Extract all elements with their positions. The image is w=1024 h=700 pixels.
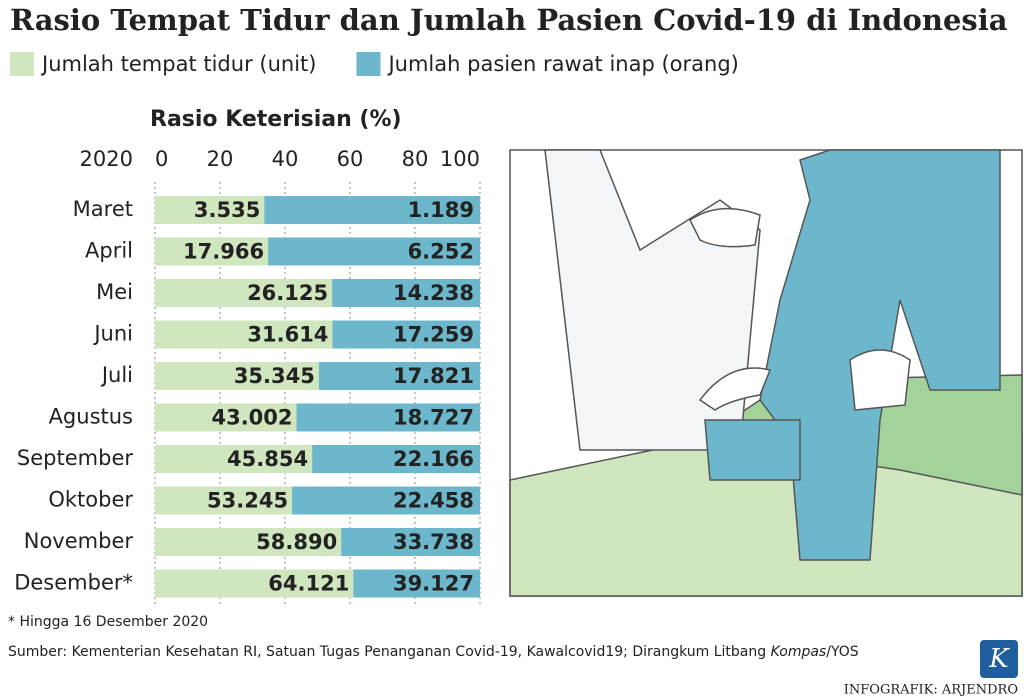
footnote: * Hingga 16 Desember 2020 <box>8 614 208 630</box>
bar-occupied <box>155 320 333 349</box>
bar-occupied <box>155 569 354 598</box>
source-text: Kompas <box>771 644 827 660</box>
bar-remaining <box>312 445 480 473</box>
bar-occupied <box>155 362 319 390</box>
value-label: 17.966 <box>183 240 264 264</box>
value-label: 17.259 <box>393 323 474 347</box>
value-label: 64.121 <box>268 572 349 596</box>
x-tick-label: 20 <box>207 147 234 171</box>
source: Sumber: Kementerian Kesehatan RI, Satuan… <box>8 644 859 660</box>
legend-label: Jumlah tempat tidur (unit) <box>40 52 316 76</box>
category-label: April <box>85 239 133 263</box>
legend-swatch <box>356 52 381 76</box>
bar-remaining <box>292 486 480 515</box>
legend-label: Jumlah pasien rawat inap (orang) <box>386 52 738 76</box>
bar-occupied <box>155 279 333 307</box>
value-label: 22.166 <box>393 447 474 471</box>
value-label: 17.821 <box>393 364 474 388</box>
category-label: November <box>24 529 134 553</box>
bar-remaining <box>296 403 480 432</box>
value-label: 39.127 <box>393 572 474 596</box>
x-tick-label: 40 <box>272 147 299 171</box>
value-label: 53.245 <box>207 489 288 513</box>
bar-occupied <box>155 486 293 515</box>
bar-remaining <box>268 237 480 266</box>
value-label: 18.727 <box>393 406 474 430</box>
value-label: 35.345 <box>234 364 315 388</box>
x-tick-label: 100 <box>440 147 480 171</box>
value-label: 22.458 <box>393 489 474 513</box>
bar-remaining <box>332 320 480 349</box>
x-tick-label: 0 <box>155 147 168 171</box>
bar-remaining <box>264 196 480 224</box>
value-label: 26.125 <box>247 281 328 305</box>
source-text: Sumber: Kementerian Kesehatan RI, Satuan… <box>8 644 771 660</box>
category-label: Juli <box>100 363 133 387</box>
bar-remaining <box>318 362 480 390</box>
value-label: 45.854 <box>227 447 308 471</box>
category-label: Oktober <box>48 488 133 512</box>
value-label: 14.238 <box>393 281 474 305</box>
category-label: September <box>17 446 133 470</box>
credit: INFOGRAFIK: ARJENDRO <box>844 683 1018 698</box>
source-text: /YOS <box>826 644 859 660</box>
value-label: 58.890 <box>256 530 337 554</box>
chart-title: Rasio Tempat Tidur dan Jumlah Pasien Cov… <box>10 3 1008 37</box>
bar-remaining <box>353 569 480 598</box>
bar-occupied <box>155 528 342 556</box>
value-label: 6.252 <box>408 240 474 264</box>
bar-occupied <box>155 196 265 224</box>
value-label: 31.614 <box>247 323 328 347</box>
logo-box <box>980 640 1018 678</box>
bar-occupied <box>155 403 297 432</box>
category-label: Agustus <box>49 405 133 429</box>
category-label: Desember* <box>14 571 133 595</box>
bar-occupied <box>155 445 313 473</box>
legend-swatch <box>10 52 34 76</box>
value-label: 33.738 <box>393 530 474 554</box>
category-label: Juni <box>92 322 133 346</box>
category-header: 2020 <box>80 147 133 171</box>
value-label: 43.002 <box>211 406 292 430</box>
x-tick-label: 80 <box>402 147 429 171</box>
axis-title: Rasio Keterisian (%) <box>150 107 402 132</box>
logo: K <box>988 644 1010 674</box>
illustration <box>509 149 1023 597</box>
bar-remaining <box>341 528 480 556</box>
category-label: Mei <box>96 280 133 304</box>
x-tick-label: 60 <box>337 147 364 171</box>
bar-remaining <box>332 279 480 307</box>
value-label: 1.189 <box>408 198 474 222</box>
value-label: 3.535 <box>194 198 260 222</box>
bar-occupied <box>155 237 269 266</box>
category-label: Maret <box>73 197 133 221</box>
